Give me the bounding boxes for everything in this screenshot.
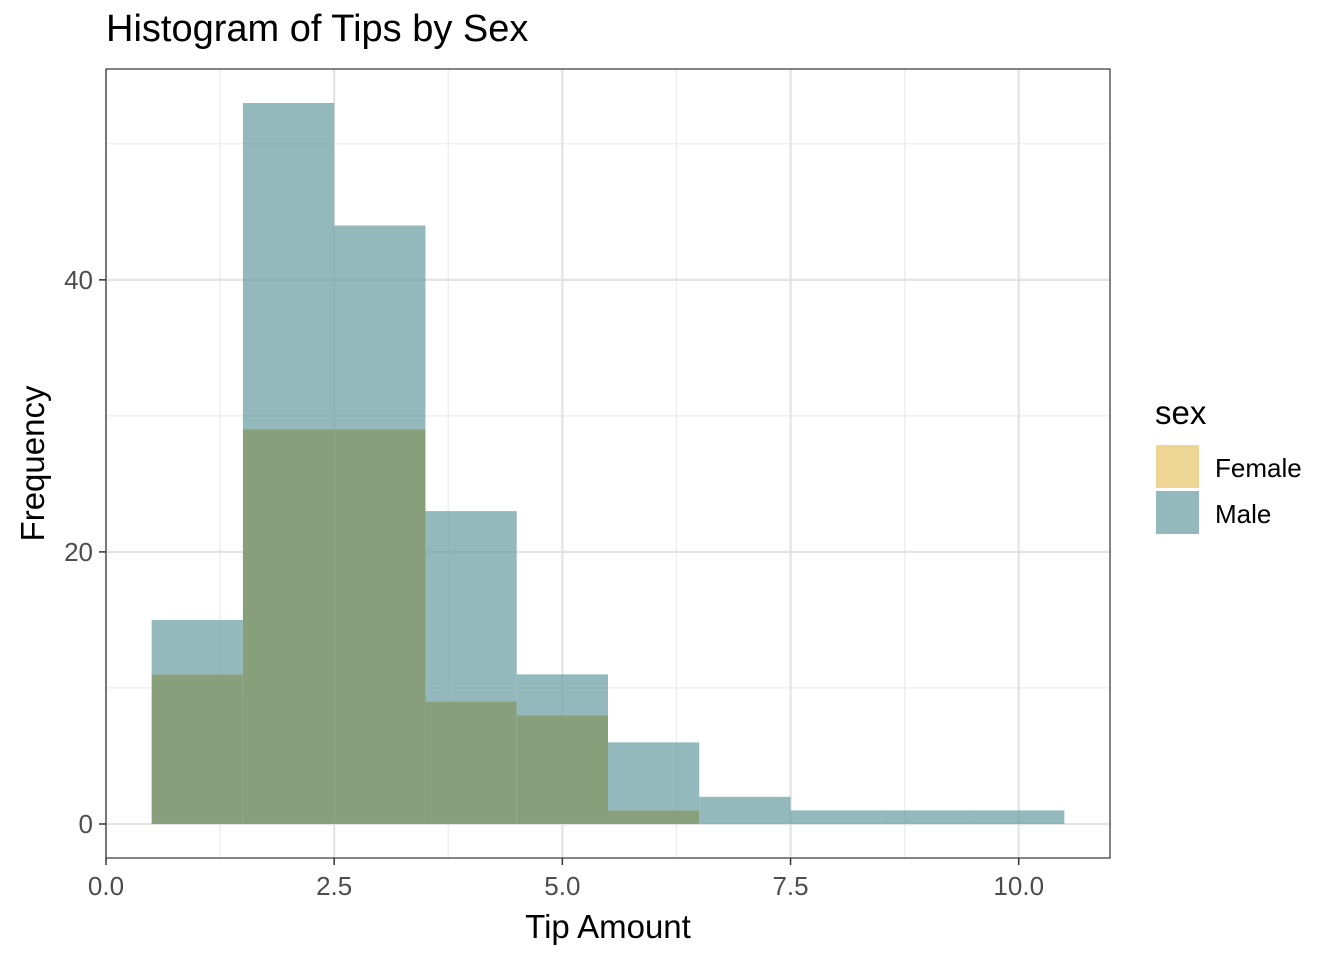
bar-male-bin-2 [334, 225, 426, 430]
bar-male-bin-4 [516, 674, 608, 716]
chart-title: Histogram of Tips by Sex [106, 8, 529, 50]
bar-male-bin-5 [608, 742, 700, 811]
y-axis-title: Frequency [14, 385, 51, 541]
legend-key-male [1156, 491, 1199, 534]
bar-male-bin-6 [699, 796, 791, 824]
y-tick-label: 20 [64, 537, 93, 567]
bar-overlap-bin-4 [516, 715, 608, 824]
bar-male-bin-0 [151, 619, 243, 675]
x-tick-label: 2.5 [316, 871, 352, 901]
panel-border [105, 68, 1111, 859]
bars [151, 103, 1065, 824]
bar-male-bin-3 [425, 511, 517, 702]
y-axis: 0 20 40 [64, 265, 106, 839]
y-tick-label: 40 [64, 265, 93, 295]
x-axis-title: Tip Amount [525, 908, 691, 945]
legend-label-male: Male [1215, 499, 1271, 529]
bar-male-bin-9 [973, 810, 1065, 824]
x-tick-label: 0.0 [88, 871, 124, 901]
bar-male-bin-7 [790, 810, 882, 824]
bar-overlap-bin-2 [334, 429, 426, 824]
bar-overlap-bin-5 [608, 810, 700, 824]
x-axis: 0.0 2.5 5.0 7.5 10.0 [88, 858, 1044, 901]
y-tick-label: 0 [79, 809, 93, 839]
legend-label-female: Female [1215, 453, 1302, 483]
x-tick-label: 5.0 [544, 871, 580, 901]
bar-overlap-bin-0 [151, 674, 243, 824]
bar-male-bin-8 [881, 810, 974, 824]
bar-overlap-bin-1 [242, 429, 335, 824]
x-tick-label: 10.0 [993, 871, 1044, 901]
bar-male-bin-1 [242, 103, 335, 430]
bar-overlap-bin-3 [425, 701, 517, 824]
legend-key-female [1156, 445, 1199, 488]
x-tick-label: 7.5 [772, 871, 808, 901]
legend: sex Female Male [1155, 394, 1302, 534]
legend-title: sex [1155, 394, 1207, 431]
